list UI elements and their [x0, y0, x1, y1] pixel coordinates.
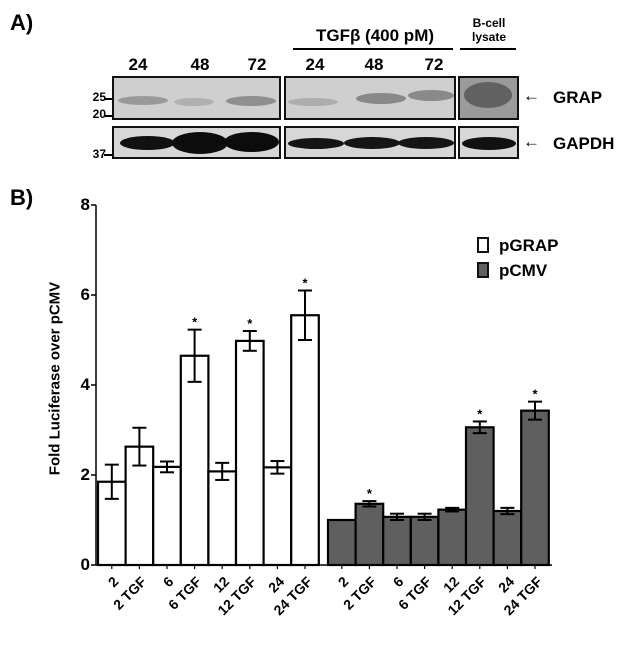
- lane-label: 48: [364, 55, 384, 74]
- bar: [290, 314, 320, 567]
- panel-b-label: B): [10, 185, 34, 210]
- treatment-header: TGFβ (400 pM): [315, 26, 435, 45]
- grap-blot-untreated: [112, 76, 281, 120]
- gapdh-label: GAPDH: [553, 134, 615, 153]
- significance-marker: *: [192, 315, 198, 330]
- bar: [520, 409, 550, 567]
- lane-label: 24: [305, 55, 325, 74]
- bar: [354, 502, 385, 567]
- mw-tick: [104, 98, 112, 100]
- arrow-left-icon: ←: [523, 132, 540, 151]
- bar: [152, 465, 182, 567]
- grap-blot-bcell: [458, 76, 519, 120]
- gapdh-blot-bcell: [458, 126, 519, 159]
- legend-label-pgrap: pGRAP: [499, 236, 559, 255]
- significance-marker: *: [532, 387, 538, 402]
- b-cell-underline: [460, 48, 516, 50]
- legend-label-pcmv: pCMV: [499, 261, 548, 280]
- mw-tick: [104, 154, 112, 156]
- bar: [326, 518, 357, 567]
- y-tick-label: 8: [80, 195, 90, 214]
- mw-marker: 25: [92, 90, 106, 104]
- bar: [437, 508, 468, 567]
- grap-label: GRAP: [553, 88, 603, 107]
- mw-marker: 20: [92, 107, 106, 121]
- gapdh-blot-untreated: [112, 126, 281, 159]
- arrow-left-icon: ←: [523, 86, 540, 105]
- y-tick-label: 2: [80, 465, 90, 484]
- bar: [409, 515, 440, 567]
- panel-a-label: A): [10, 10, 34, 35]
- significance-marker: *: [477, 406, 483, 421]
- bar: [492, 509, 523, 567]
- mw-marker: 37: [92, 147, 106, 161]
- significance-marker: *: [247, 316, 253, 331]
- y-tick-label: 6: [80, 285, 90, 304]
- y-tick-label: 4: [80, 375, 90, 394]
- lane-label: 72: [424, 55, 444, 74]
- b-cell-header-line2: lysate: [471, 30, 507, 44]
- lane-label: 72: [247, 55, 267, 74]
- legend-swatch-pcmv: [477, 262, 489, 278]
- bar: [262, 466, 293, 567]
- significance-marker: *: [302, 276, 308, 291]
- bar: [382, 515, 412, 567]
- significance-marker: *: [367, 486, 373, 501]
- grap-blot-tgf: [284, 76, 456, 120]
- gapdh-blot-tgf: [284, 126, 456, 159]
- treatment-underline: [293, 48, 453, 50]
- chart-plot-area: * * * * * *: [91, 204, 552, 569]
- b-cell-header-line1: B-cell: [472, 16, 506, 30]
- mw-tick: [104, 115, 112, 117]
- lane-label: 24: [128, 55, 148, 74]
- legend-swatch-pgrap: [477, 237, 489, 253]
- lane-label: 48: [190, 55, 210, 74]
- bar: [207, 470, 238, 567]
- bar: [464, 426, 495, 567]
- bar: [234, 339, 265, 567]
- bar: [179, 354, 210, 567]
- y-tick-label: 0: [80, 555, 90, 574]
